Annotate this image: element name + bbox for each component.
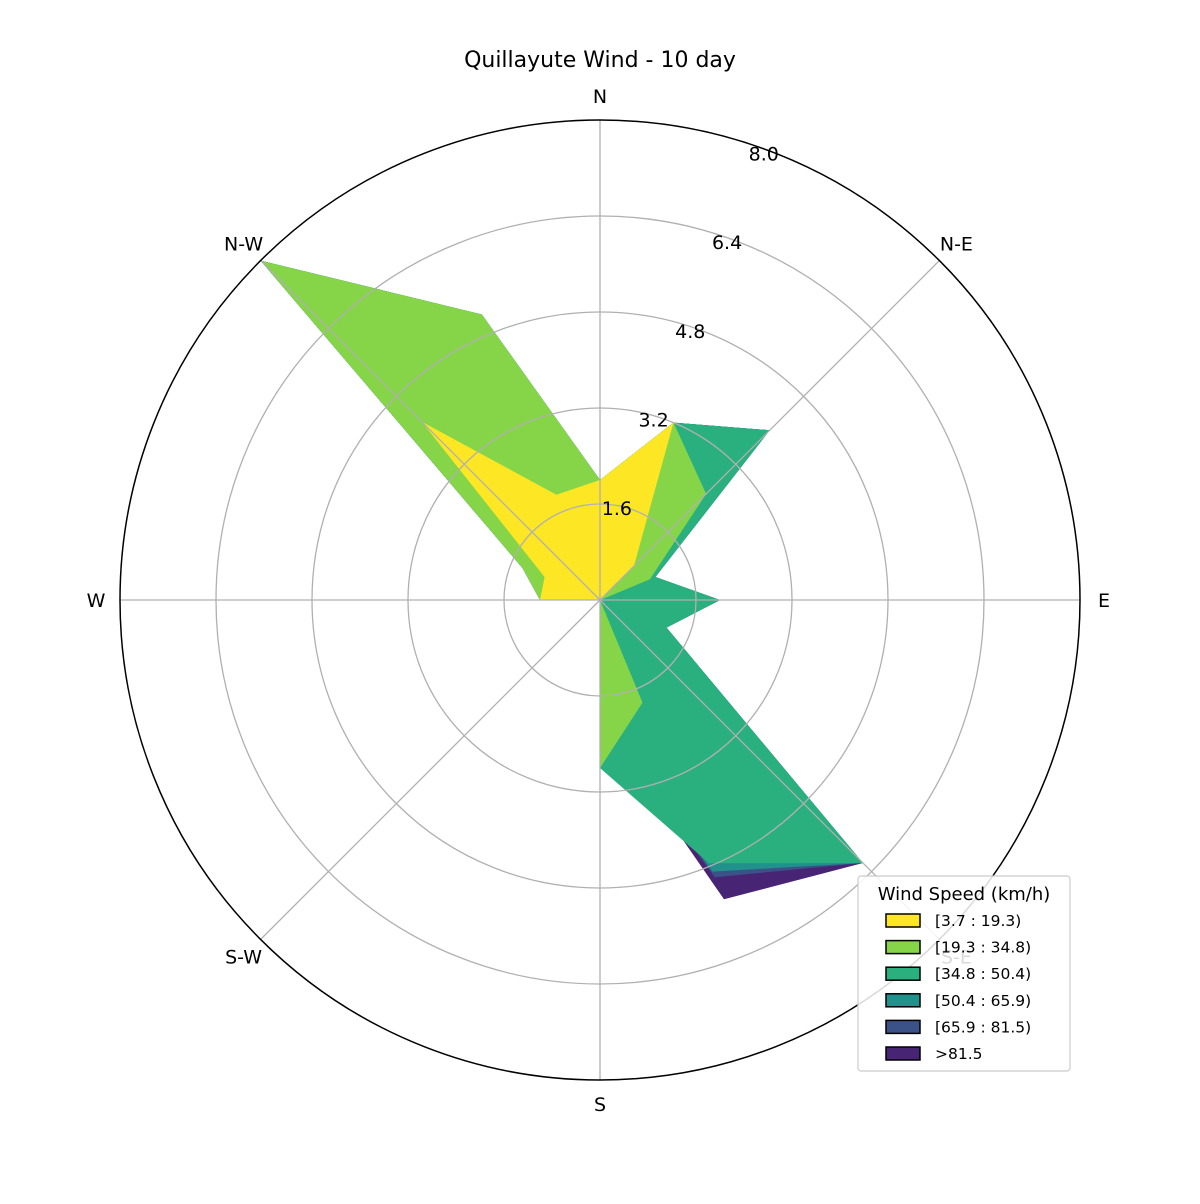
legend-label: [34.8 : 50.4) [935,965,1031,983]
chart-title: Quillayute Wind - 10 day [464,48,736,73]
legend-swatch [885,993,921,1008]
legend-label: [65.9 : 81.5) [935,1018,1031,1036]
legend-label: [3.7 : 19.3) [935,912,1021,930]
direction-label-s-w: S-W [225,946,262,968]
outer-frame [119,119,1081,1081]
legend-swatch [885,939,921,955]
legend-swatch [885,913,921,928]
windrose-series-1 [421,421,674,600]
grid-spoke [599,260,940,601]
direction-label-s: S [594,1094,606,1116]
legend-title: Wind Speed (km/h) [878,884,1051,905]
radial-tick-label: 3.2 [638,410,668,432]
legend: Wind Speed (km/h) [3.7 : 19.3) [19.3 : 34.… [857,875,1071,1072]
polar-grid [119,119,1081,1081]
wind-rose-fills [260,260,864,900]
legend-swatch [885,1019,921,1035]
direction-label-n-e: N-E [940,234,973,256]
direction-label-n: N [593,86,607,108]
legend-swatch [885,966,921,981]
direction-label-e: E [1098,590,1110,612]
grid-spoke [260,260,601,601]
legend-label: >81.5 [935,1045,983,1063]
radial-tick-label: 6.4 [712,232,742,254]
direction-label-w: W [87,590,106,612]
radial-tick-label: 1.6 [602,498,632,520]
grid-spoke [260,599,601,940]
radial-tick-label: 4.8 [675,321,705,343]
windrose-series-2 [260,260,707,768]
legend-swatch [885,1046,921,1061]
legend-label: [19.3 : 34.8) [935,939,1031,957]
legend-label: [50.4 : 65.9) [935,992,1031,1010]
direction-label-n-w: N-W [224,234,263,256]
radial-tick-label: 8.0 [749,143,779,165]
